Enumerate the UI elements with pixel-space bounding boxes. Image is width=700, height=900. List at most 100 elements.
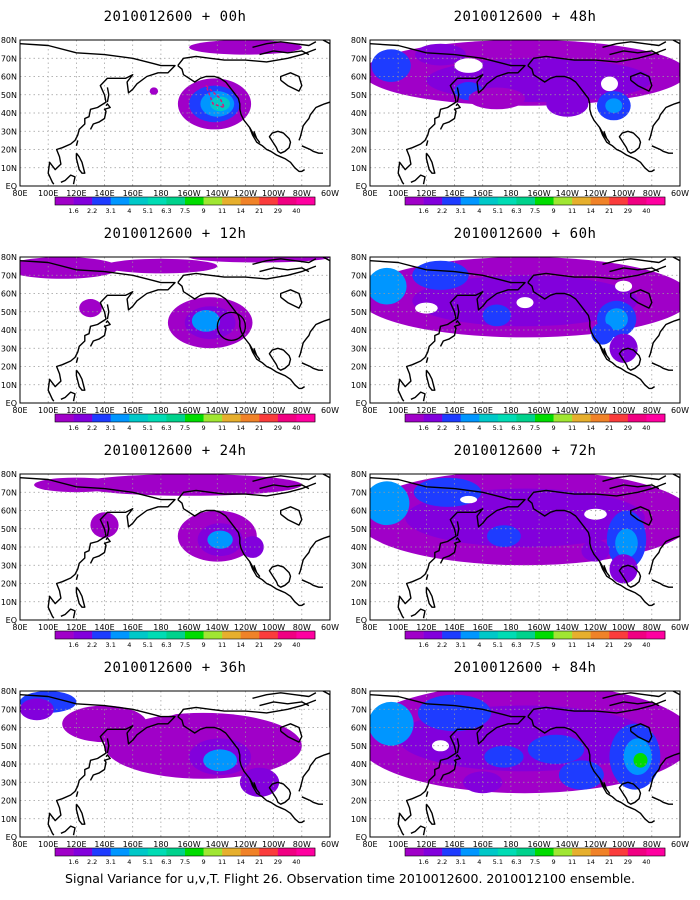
coastline bbox=[298, 752, 330, 792]
coastline bbox=[89, 537, 111, 564]
longitude-label: 100E bbox=[388, 840, 408, 849]
longitude-label: 140W bbox=[206, 189, 229, 198]
variance-contour bbox=[415, 43, 466, 66]
coastline bbox=[177, 499, 305, 607]
longitude-label: 80E bbox=[12, 189, 27, 198]
variance-gap bbox=[601, 76, 618, 92]
latitude-label: 30N bbox=[351, 778, 367, 787]
colorbar-label: 7.5 bbox=[530, 858, 540, 866]
colorbar-label: 29 bbox=[274, 424, 282, 432]
coastline bbox=[268, 130, 292, 154]
coastline bbox=[439, 103, 461, 130]
coastline bbox=[177, 699, 317, 718]
variance-contour bbox=[615, 528, 638, 558]
longitude-label: 160W bbox=[527, 840, 550, 849]
longitude-label: 120E bbox=[66, 840, 86, 849]
colorbar-swatch bbox=[166, 197, 186, 205]
colorbar-swatch bbox=[516, 197, 536, 205]
colorbar-frame bbox=[54, 847, 316, 857]
latitude-label: 10N bbox=[351, 164, 367, 173]
longitude-label: 140W bbox=[556, 840, 579, 849]
coastline bbox=[651, 362, 673, 371]
latitude-label: 50N bbox=[1, 91, 17, 100]
latitude-label: 50N bbox=[351, 742, 367, 751]
colorbar-swatch bbox=[553, 197, 573, 205]
coastline bbox=[89, 103, 111, 130]
colorbar-swatch bbox=[627, 414, 647, 422]
latitude-label: 20N bbox=[351, 580, 367, 589]
coastline bbox=[301, 362, 323, 371]
colorbar-label: 14 bbox=[237, 858, 245, 866]
coastline bbox=[301, 579, 323, 588]
latitude-label: 10N bbox=[351, 598, 367, 607]
colorbar-swatch bbox=[277, 414, 297, 422]
colorbar-swatch bbox=[185, 848, 204, 856]
colorbar-label: 11 bbox=[568, 641, 576, 649]
variance-contour bbox=[210, 96, 231, 112]
longitude-label: 160E bbox=[123, 840, 143, 849]
colorbar-label: 21 bbox=[255, 858, 263, 866]
map-plot: EQ 10N 20N 30N 40N 50N 60N 70N 80N 80E 100E 120E 140… bbox=[1, 253, 339, 432]
latitude-label: EQ bbox=[6, 833, 17, 842]
colorbar-label: 2.2 bbox=[87, 207, 97, 215]
variance-contour bbox=[90, 512, 119, 538]
panel-title: 2010012600 + 60h bbox=[453, 226, 597, 242]
colorbar-swatch bbox=[553, 848, 573, 856]
colorbar-swatch bbox=[73, 631, 93, 639]
longitude-label: 100E bbox=[38, 406, 58, 415]
colorbar-swatch bbox=[240, 848, 260, 856]
colorbar-swatch bbox=[590, 631, 610, 639]
latitude-label: 40N bbox=[351, 543, 367, 552]
latitude-label: 30N bbox=[1, 344, 17, 353]
coastline bbox=[322, 474, 330, 511]
latitude-label: EQ bbox=[356, 399, 367, 408]
colorbar-swatch bbox=[110, 197, 130, 205]
colorbar-swatch bbox=[147, 631, 167, 639]
colorbar-swatch bbox=[240, 631, 260, 639]
colorbar-swatch bbox=[147, 848, 167, 856]
colorbar-swatch bbox=[147, 414, 167, 422]
coastline bbox=[280, 72, 303, 92]
colorbar-swatch bbox=[572, 631, 592, 639]
colorbar-label: 11 bbox=[568, 207, 576, 215]
latitude-label: 80N bbox=[351, 470, 367, 479]
coastline bbox=[439, 754, 461, 781]
coastline bbox=[301, 796, 323, 805]
coastline bbox=[672, 474, 680, 511]
coastline bbox=[259, 701, 310, 707]
colorbar-label: 21 bbox=[605, 207, 613, 215]
colorbar-label: 40 bbox=[292, 858, 300, 866]
colorbar-label: 29 bbox=[624, 424, 632, 432]
longitude-label: 60W bbox=[321, 406, 339, 415]
longitude-label: 160W bbox=[177, 623, 200, 632]
coastline bbox=[648, 318, 680, 358]
coastline bbox=[268, 781, 292, 805]
coastline bbox=[439, 320, 461, 347]
colorbar-label: 29 bbox=[624, 207, 632, 215]
coastline bbox=[370, 43, 526, 185]
coastline bbox=[672, 257, 680, 294]
colorbar-swatch bbox=[92, 848, 112, 856]
coastline bbox=[527, 499, 655, 607]
panel-title: 2010012600 + 36h bbox=[103, 660, 247, 676]
colorbar-swatch bbox=[646, 414, 666, 422]
colorbar-swatch bbox=[405, 631, 424, 639]
longitude-label: 60W bbox=[321, 840, 339, 849]
coastline bbox=[75, 574, 79, 580]
colorbar-label: 7.5 bbox=[180, 207, 190, 215]
longitude-label: 100W bbox=[612, 406, 635, 415]
coastline bbox=[609, 484, 660, 490]
latitude-label: 40N bbox=[351, 326, 367, 335]
colorbar-swatch bbox=[609, 197, 629, 205]
colorbar-swatch bbox=[460, 197, 480, 205]
longitude-label: 100W bbox=[612, 840, 635, 849]
longitude-label: 120W bbox=[584, 623, 607, 632]
colorbar-swatch bbox=[442, 414, 462, 422]
colorbar-frame bbox=[54, 630, 316, 640]
latitude-label: 60N bbox=[1, 290, 17, 299]
variance-contour bbox=[484, 745, 524, 768]
longitude-label: 160E bbox=[123, 406, 143, 415]
longitude-label: 60W bbox=[671, 623, 689, 632]
latitude-label: 60N bbox=[351, 73, 367, 82]
colorbar-swatch bbox=[185, 631, 204, 639]
